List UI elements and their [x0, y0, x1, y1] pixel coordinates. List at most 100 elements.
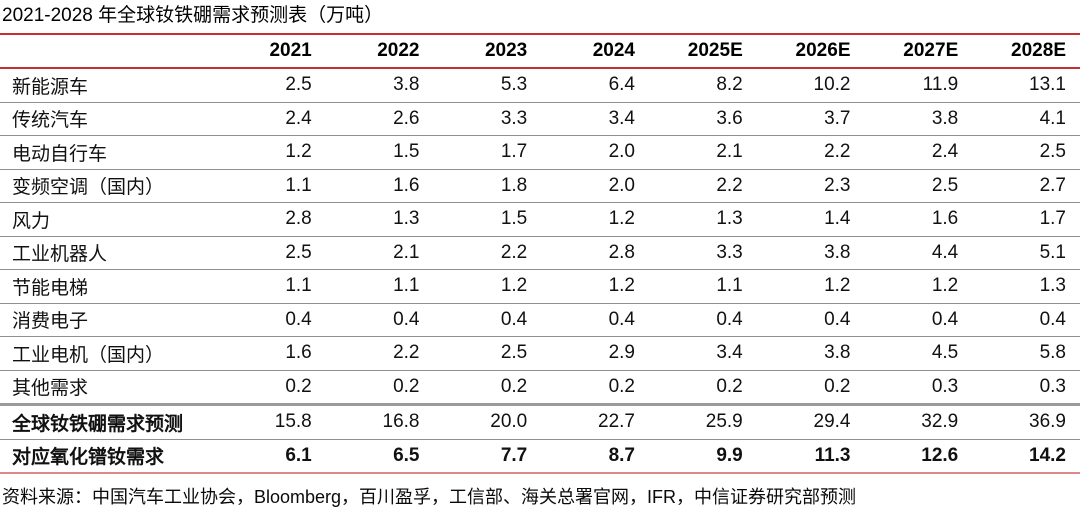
value-cell: 0.2	[393, 375, 420, 397]
header-row: 2021 2022 2023 2024 2025E 2026E 2027E 2028E	[0, 33, 1080, 69]
value-cell: 2.6	[393, 107, 420, 129]
row-label: 对应氧化镨钕需求	[12, 447, 165, 469]
table-row: 对应氧化镨钕需求 6.1 6.5 7.7 8.7 9.9 11.3 12.6 14.2	[0, 439, 1080, 473]
value-cell: 0.3	[931, 375, 959, 397]
table-row: 变频空调（国内） 1.1 1.6 1.8 2.0 2.2 2.3 2.5 2.7	[0, 169, 1080, 203]
value-cell: 3.8	[393, 74, 420, 96]
value-cell: 6.1	[285, 444, 312, 466]
row-label: 风力	[12, 210, 51, 232]
header-cell-year: 2024	[541, 33, 649, 69]
value-cell: 5.8	[1039, 342, 1066, 364]
value-cell: 1.6	[931, 208, 959, 230]
value-cell: 3.8	[931, 107, 959, 129]
value-cell: 0.2	[716, 375, 743, 397]
header-cell-empty	[0, 33, 218, 69]
value-cell: 16.8	[382, 411, 420, 433]
value-cell: 0.4	[824, 308, 851, 330]
value-cell: 1.4	[824, 208, 851, 230]
value-cell: 4.5	[931, 342, 959, 364]
row-label: 传统汽车	[12, 110, 89, 132]
value-cell: 9.9	[716, 444, 743, 466]
table-row: 全球钕铁硼需求预测 15.8 16.8 20.0 22.7 25.9 29.4 32.9 36.…	[0, 404, 1080, 440]
value-cell: 2.9	[608, 342, 635, 364]
value-cell: 0.4	[393, 308, 420, 330]
value-cell: 1.2	[824, 275, 851, 297]
row-label: 变频空调（国内）	[12, 177, 165, 199]
row-label: 电动自行车	[12, 143, 108, 165]
table-row: 工业机器人 2.5 2.1 2.2 2.8 3.3 3.8 4.4 5.1	[0, 236, 1080, 270]
value-cell: 0.4	[1039, 308, 1066, 330]
value-cell: 13.1	[1029, 74, 1066, 96]
table-row: 新能源车 2.5 3.8 5.3 6.4 8.2 10.2 11.9 13.1	[0, 68, 1080, 102]
value-cell: 11.3	[814, 444, 851, 466]
value-cell: 6.4	[608, 74, 635, 96]
value-cell: 1.7	[500, 141, 528, 163]
value-cell: 1.2	[931, 275, 959, 297]
value-cell: 8.2	[716, 74, 743, 96]
header-cell-year: 2028E	[972, 33, 1080, 69]
value-cell: 1.1	[285, 174, 312, 196]
value-cell: 2.5	[1039, 141, 1066, 163]
value-cell: 1.5	[500, 208, 528, 230]
value-cell: 5.1	[1039, 241, 1066, 263]
value-cell: 4.4	[931, 241, 959, 263]
value-cell: 2.5	[500, 342, 528, 364]
row-label: 新能源车	[12, 76, 89, 98]
value-cell: 12.6	[921, 444, 959, 466]
value-cell: 3.7	[824, 107, 851, 129]
value-cell: 1.3	[716, 208, 743, 230]
table-row: 节能电梯 1.1 1.1 1.2 1.2 1.1 1.2 1.2 1.3	[0, 269, 1080, 304]
value-cell: 25.9	[705, 411, 743, 433]
header-cell-year: 2021	[218, 33, 326, 69]
value-cell: 32.9	[921, 411, 959, 433]
header-cell-year: 2026E	[756, 33, 865, 69]
row-label: 工业电机（国内）	[12, 344, 165, 366]
value-cell: 2.5	[285, 74, 312, 96]
value-cell: 1.1	[393, 275, 420, 297]
value-cell: 0.4	[285, 308, 312, 330]
header-cell-year: 2025E	[649, 33, 757, 69]
header-cell-year: 2022	[325, 33, 434, 69]
value-cell: 1.1	[716, 275, 743, 297]
row-label: 全球钕铁硼需求预测	[12, 413, 184, 435]
value-cell: 0.4	[500, 308, 528, 330]
value-cell: 6.5	[393, 444, 420, 466]
value-cell: 0.4	[716, 308, 743, 330]
value-cell: 1.5	[393, 141, 420, 163]
value-cell: 1.2	[608, 275, 635, 297]
value-cell: 1.3	[1039, 275, 1066, 297]
row-label: 工业机器人	[12, 244, 108, 266]
value-cell: 1.2	[285, 141, 312, 163]
header-cell-year: 2023	[433, 33, 542, 69]
value-cell: 1.3	[393, 208, 420, 230]
value-cell: 2.2	[393, 342, 420, 364]
table-row: 电动自行车 1.2 1.5 1.7 2.0 2.1 2.2 2.4 2.5	[0, 135, 1080, 170]
value-cell: 2.5	[931, 174, 959, 196]
value-cell: 10.2	[813, 74, 851, 96]
value-cell: 22.7	[598, 411, 635, 433]
value-cell: 15.8	[274, 411, 312, 433]
value-cell: 1.1	[285, 275, 312, 297]
value-cell: 3.6	[716, 107, 743, 129]
value-cell: 8.7	[608, 444, 635, 466]
table-row: 传统汽车 2.4 2.6 3.3 3.4 3.6 3.7 3.8 4.1	[0, 102, 1080, 136]
value-cell: 36.9	[1029, 411, 1066, 433]
value-cell: 3.8	[824, 241, 851, 263]
table-header: 2021 2022 2023 2024 2025E 2026E 2027E 2028E	[0, 33, 1080, 69]
row-label: 消费电子	[12, 311, 89, 333]
value-cell: 2.1	[716, 141, 743, 163]
value-cell: 3.4	[716, 342, 743, 364]
table-row: 其他需求 0.2 0.2 0.2 0.2 0.2 0.2 0.3 0.3	[0, 370, 1080, 405]
value-cell: 2.8	[608, 241, 635, 263]
value-cell: 2.7	[1039, 174, 1066, 196]
value-cell: 2.2	[824, 141, 851, 163]
header-cell-year: 2027E	[864, 33, 973, 69]
value-cell: 0.2	[824, 375, 851, 397]
value-cell: 1.2	[500, 275, 528, 297]
value-cell: 14.2	[1029, 444, 1066, 466]
value-cell: 0.2	[285, 375, 312, 397]
value-cell: 7.7	[500, 444, 528, 466]
value-cell: 29.4	[813, 411, 851, 433]
value-cell: 0.4	[931, 308, 959, 330]
value-cell: 1.2	[608, 208, 635, 230]
